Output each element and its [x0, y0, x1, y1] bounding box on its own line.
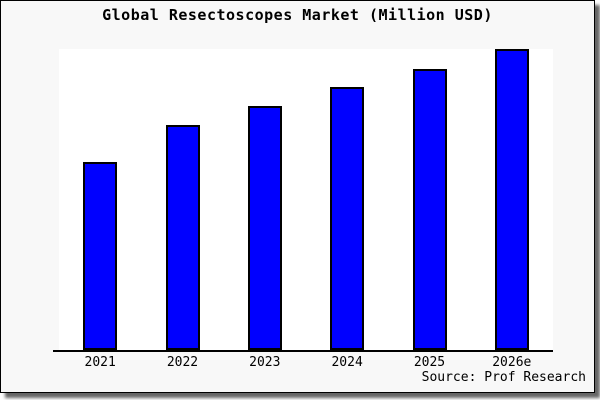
x-axis-label-2026e: 2026e	[492, 355, 532, 370]
x-axis-label-2022: 2022	[166, 355, 199, 370]
chart-title: Global Resectoscopes Market (Million USD…	[102, 6, 493, 24]
source-note: Source: Prof Research	[421, 370, 586, 385]
bar-2023	[248, 106, 282, 350]
x-axis-label-2023: 2023	[249, 355, 281, 370]
bar-2026e	[495, 49, 529, 350]
x-axis-line-extension	[53, 350, 59, 352]
bar-2022	[166, 125, 200, 350]
bar-2025	[413, 69, 447, 350]
plot-area	[59, 49, 553, 352]
x-axis-label-2024: 2024	[331, 355, 363, 370]
x-axis-label-2021: 2021	[84, 355, 116, 370]
bar-2021	[83, 162, 117, 350]
x-axis-labels: 2021 2022 2023 2024 2025 2026e	[59, 355, 553, 370]
figure-frame: Global Resectoscopes Market (Million USD…	[0, 0, 595, 393]
x-axis-label-2025: 2025	[413, 355, 446, 370]
bar-2024	[330, 87, 364, 350]
